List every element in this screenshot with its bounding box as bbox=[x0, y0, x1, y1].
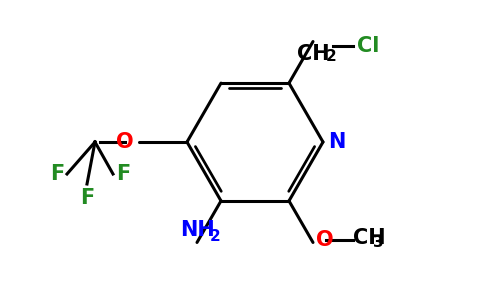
Text: 2: 2 bbox=[326, 49, 337, 64]
Text: 2: 2 bbox=[210, 230, 221, 244]
Text: F: F bbox=[80, 188, 94, 208]
Text: Cl: Cl bbox=[357, 35, 379, 56]
Text: CH: CH bbox=[297, 44, 329, 64]
Text: 3: 3 bbox=[373, 235, 384, 250]
Text: O: O bbox=[316, 230, 333, 250]
Text: F: F bbox=[50, 164, 64, 184]
Text: N: N bbox=[328, 132, 346, 152]
Text: NH: NH bbox=[180, 220, 214, 241]
Text: O: O bbox=[116, 132, 134, 152]
Text: F: F bbox=[116, 164, 130, 184]
Text: CH: CH bbox=[353, 229, 386, 248]
